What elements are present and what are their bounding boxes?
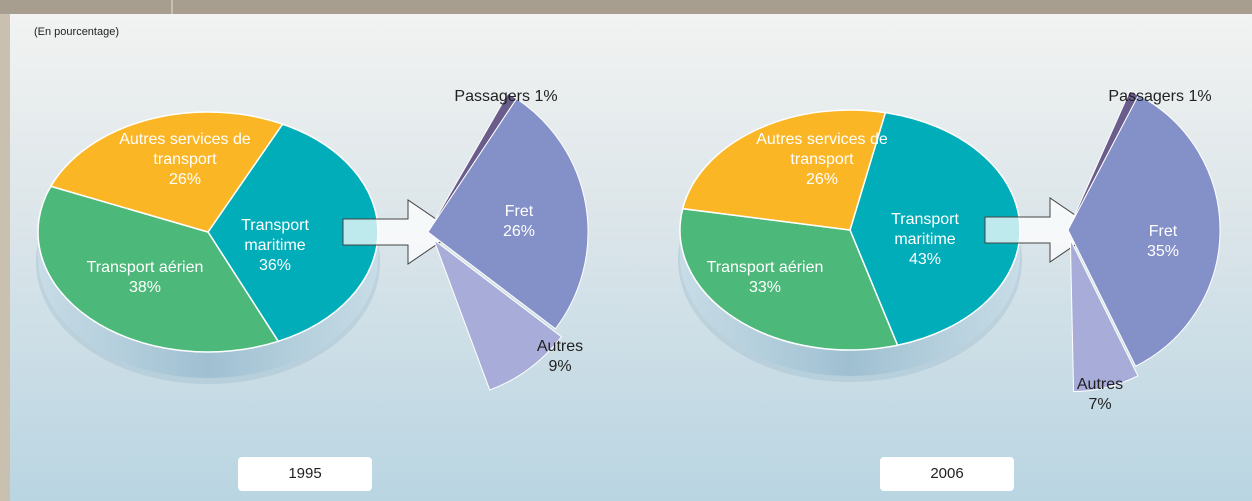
category-label: Autres	[536, 338, 584, 355]
value-label: 7%	[1088, 396, 1112, 413]
category-label: Transport maritime	[891, 211, 959, 248]
slice-label: Passagers 1%	[426, 87, 586, 107]
value-label: 43%	[908, 251, 942, 268]
sub-slice	[1069, 239, 1139, 393]
value-label: 36%	[258, 257, 292, 274]
slice-label: Fret 26%	[439, 202, 599, 242]
value-label: 33%	[748, 279, 782, 296]
category-label: Fret	[504, 203, 534, 220]
category-label: Transport maritime	[241, 217, 309, 254]
sub-slice	[1067, 94, 1221, 367]
slice-label: Autres 7%	[1020, 375, 1180, 415]
slice-label: Fret 35%	[1083, 222, 1243, 262]
sub-slice	[427, 98, 589, 330]
category-label: Autres services de transport	[119, 131, 251, 168]
value-label: 1%	[534, 88, 558, 105]
category-label: Autres	[1076, 376, 1124, 393]
year-label: 1995	[238, 457, 372, 491]
category-label: Passagers	[1108, 88, 1184, 105]
value-label: 9%	[548, 358, 572, 375]
slice-label: Transport aérien 38%	[60, 258, 230, 298]
category-label: Transport aérien	[706, 259, 824, 276]
value-label: 26%	[805, 171, 839, 188]
pie-slice	[49, 111, 284, 233]
note: (En pourcentage)	[34, 26, 119, 38]
arrow	[342, 199, 456, 265]
category-label: Autres services de transport	[756, 131, 888, 168]
value-label: 38%	[128, 279, 162, 296]
slice-label: Autres 9%	[480, 337, 640, 377]
plot	[36, 90, 1221, 393]
category-label: Fret	[1148, 223, 1178, 240]
pie-slice	[679, 207, 899, 351]
year-label: 2006	[880, 457, 1014, 491]
category-label: Transport aérien	[86, 259, 204, 276]
value-label: 26%	[502, 223, 536, 240]
pie-slice	[681, 109, 887, 231]
slice-label: Passagers 1%	[1080, 87, 1240, 107]
sub-slice	[432, 238, 563, 391]
slice-label: Autres services de transport 26%	[752, 130, 892, 190]
slice-label: Transport maritime 36%	[225, 216, 325, 276]
pie-slice	[37, 185, 280, 353]
slice-label: Transport aérien 33%	[680, 258, 850, 298]
category-label: Passagers	[454, 88, 530, 105]
value-label: 26%	[168, 171, 202, 188]
slice-label: Autres services de transport 26%	[115, 130, 255, 190]
value-label: 35%	[1146, 243, 1180, 260]
value-label: 1%	[1188, 88, 1212, 105]
slice-label: Transport maritime 43%	[875, 210, 975, 270]
top-bar	[0, 0, 1252, 14]
